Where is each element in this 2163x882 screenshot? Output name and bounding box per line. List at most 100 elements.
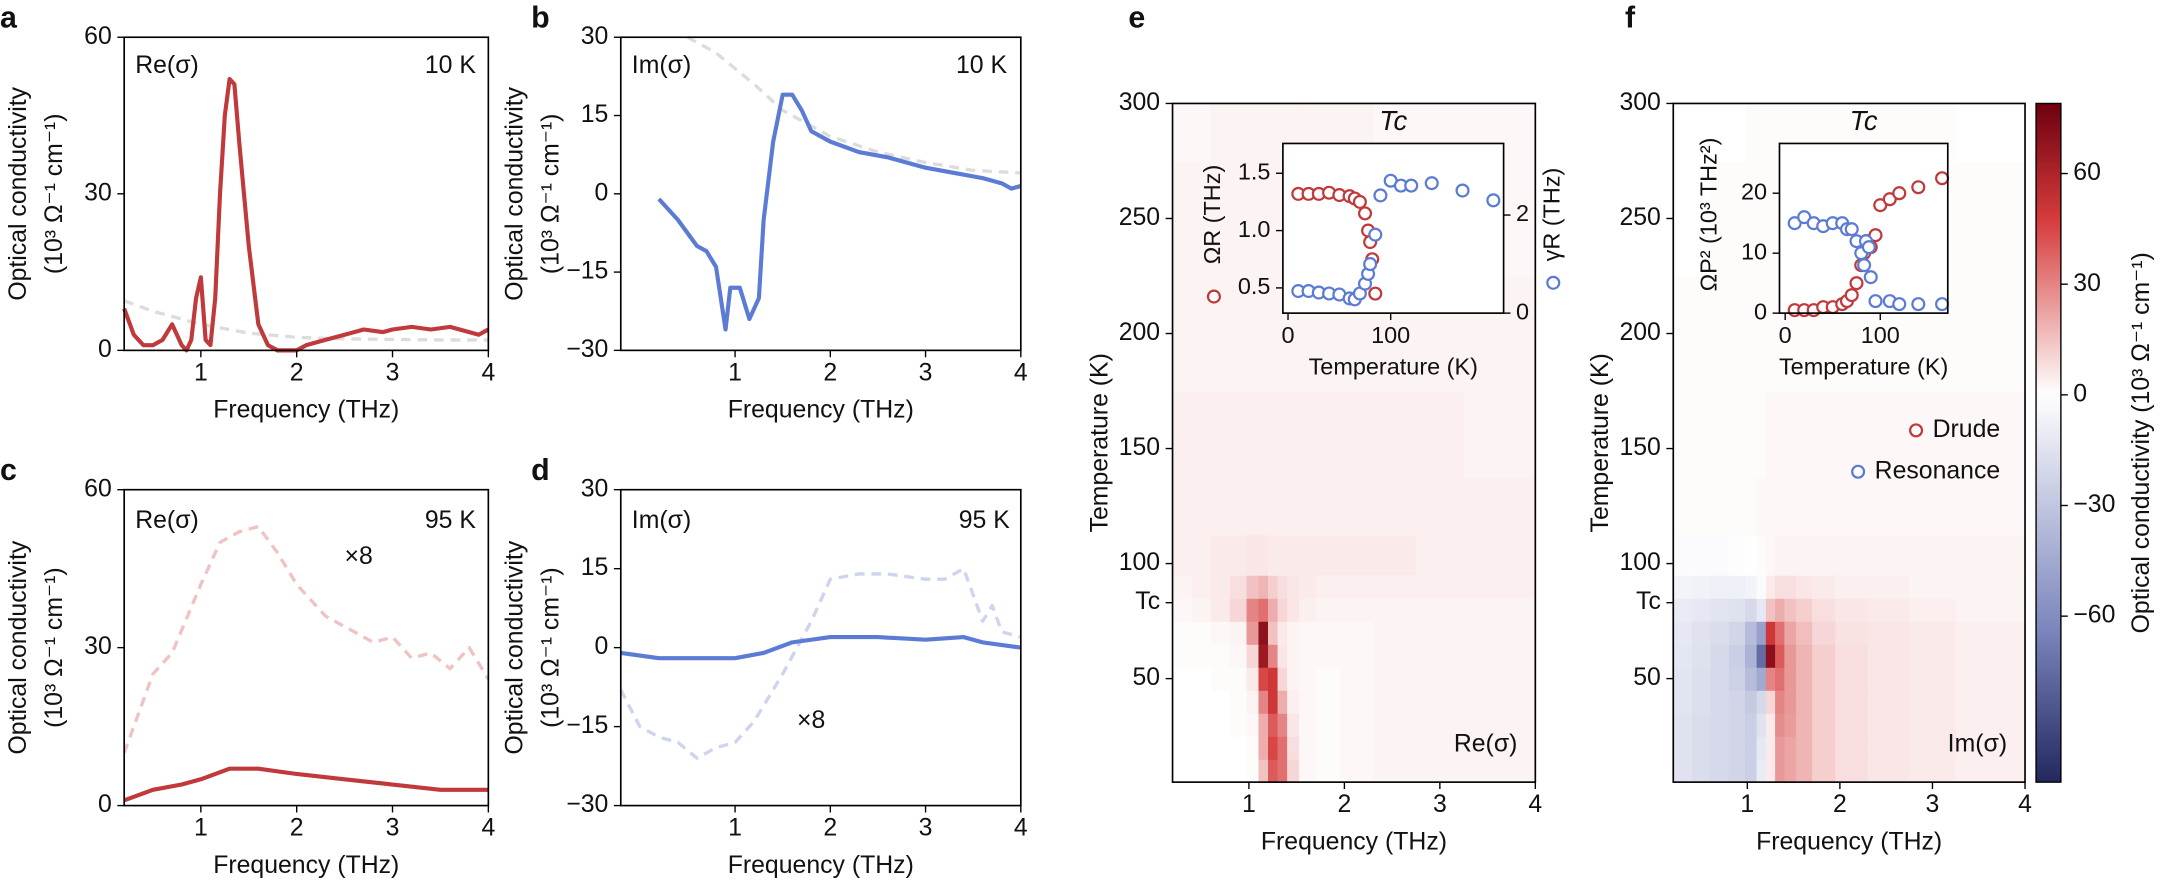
heatmap-cell [1191,103,1212,162]
heatmap-cell [1506,736,1537,760]
heatmap-cell [1246,477,1260,536]
heatmap-cell [1463,598,1508,622]
heatmap-cell [1673,103,1693,162]
heatmap-cell [1909,690,1957,714]
y-tick-label: 30 [84,633,112,660]
data-point [1368,286,1383,301]
heatmap-cell [1287,690,1300,714]
heatmap-cell [1745,713,1758,737]
heatmap-cell [1775,690,1786,714]
heatmap-cell [1775,667,1786,691]
heatmap-cell [1415,667,1465,691]
heatmap-cell [1691,644,1711,668]
heatmap-cell [1277,477,1288,536]
heatmap-cell [1268,759,1279,783]
heatmap-cell [1765,276,1776,392]
x-axis-label: Frequency (THz) [728,397,914,424]
heatmap-cell [1765,667,1776,691]
heatmap-cell [1258,713,1269,737]
heatmap-cell [1191,160,1212,277]
heatmap-cell [1691,160,1711,277]
heatmap-cell [1506,276,1537,392]
legend-marker [1206,289,1221,304]
heatmap-cell [1277,575,1288,599]
heatmap-cell [1277,621,1288,645]
y-tick-label: Tc [1636,588,1661,615]
heatmap-cell [1229,667,1248,691]
heatmap-cell [1775,598,1786,622]
heatmap-cell [1795,391,1813,478]
heatmap-cell [1673,690,1693,714]
heatmap-cell [1997,667,2026,691]
heatmap-cell [1728,575,1746,599]
data-point [1892,186,1907,201]
heatmap-cell [1229,713,1248,737]
heatmap-cell [1339,621,1374,645]
annotation: 95 K [425,507,476,534]
x-tick-label: 1 [1740,791,1754,818]
heatmap-cell [1784,621,1797,645]
x-tick-label: 0 [1779,322,1792,348]
y-axis-label: (10³ Ω⁻¹ cm⁻¹) [41,567,68,728]
heatmap-cell [1191,598,1212,622]
heatmap-cell [1229,598,1248,622]
series-line [123,766,489,803]
colorbar-tick-label: 30 [2073,270,2101,297]
axes-frame [123,36,490,352]
heatmap-cell [1463,713,1508,737]
heatmap-cell [1172,160,1193,277]
y-tick-label: 200 [1119,319,1160,346]
heatmap-cell [1339,575,1374,599]
series-line [122,76,490,353]
axes-frame [619,488,1022,807]
heatmap-cell [1756,477,1767,536]
y-axis-label: (10³ Ω⁻¹ cm⁻¹) [537,567,564,728]
heatmap-cell [1835,621,1869,645]
x-tick-label: 0 [1282,322,1295,348]
heatmap-cell [1277,598,1288,622]
heatmap-cell [1909,534,1957,576]
heatmap-cell [1710,713,1730,737]
heatmap-cell [1506,667,1537,691]
heatmap-cell [1775,575,1786,599]
heatmap-cell [1795,736,1813,760]
y-tick-label: 30 [581,23,609,50]
heatmap-cell [1795,713,1813,737]
heatmap-cell [1299,759,1317,783]
heatmap-cell [1835,759,1869,783]
heatmap-cell [1210,477,1231,536]
heatmap-cell [1299,534,1317,576]
heatmap-cell [1909,759,1957,783]
heatmap-cell [1287,575,1300,599]
heatmap-cell [1691,736,1711,760]
heatmap-cell [1415,575,1465,599]
heatmap-cell [1997,598,2026,622]
heatmap-cell [1172,713,1193,737]
x-axis-label: Temperature (K) [1779,353,1948,379]
heatmap-cell [1415,759,1465,783]
heatmap-cell [1835,644,1869,668]
heatmap-cell [1955,103,1998,162]
heatmap-cell [1784,575,1797,599]
heatmap-cell [1373,713,1417,737]
heatmap-cell [1229,644,1248,668]
heatmap-cell [1728,759,1746,783]
heatmap-cell [1867,598,1911,622]
annotation: ×8 [797,707,825,734]
heatmap-cell [1835,575,1869,599]
heatmap-cell [1339,534,1374,576]
heatmap-cell [1258,103,1269,162]
heatmap-cell [1373,575,1417,599]
heatmap-cell [1867,477,1911,536]
heatmap-cell [1339,690,1374,714]
heatmap-cell [1315,477,1341,536]
heatmap-cell [1691,276,1711,392]
heatmap-cell [1673,575,1693,599]
heatmap-cell [1691,667,1711,691]
inset-title: Tc [1850,105,1878,136]
x-tick-label: 4 [1014,359,1028,386]
heatmap-cell [1463,667,1508,691]
heatmap-cell [1745,621,1758,645]
x-axis-label: Frequency (THz) [1261,828,1447,855]
